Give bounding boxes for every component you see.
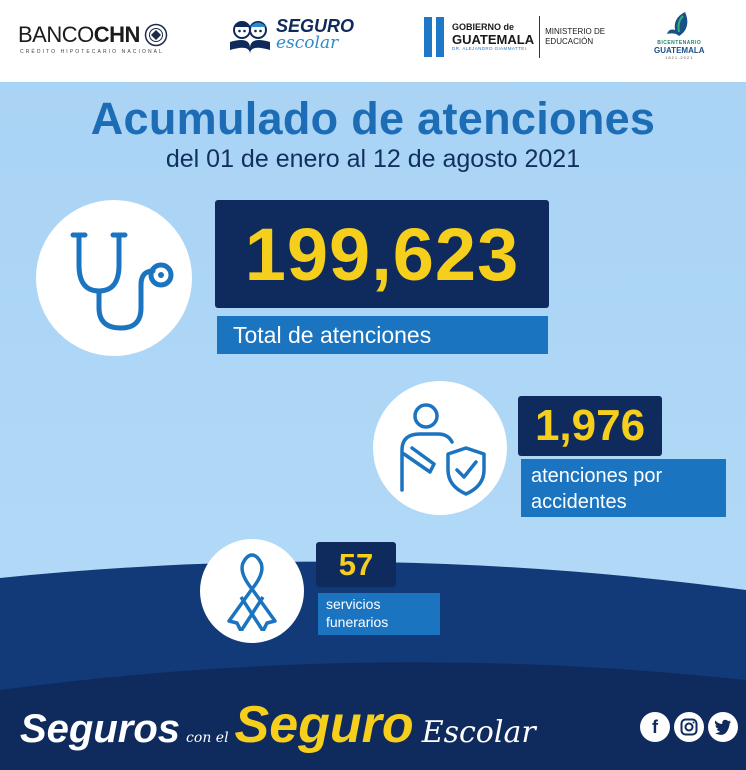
seguro-logo-line1: SEGURO [276, 15, 355, 36]
accidentes-label-line1: atenciones por [531, 465, 663, 487]
twitter-icon[interactable] [708, 712, 738, 742]
gobierno-line1: GOBIERNO de [452, 22, 515, 33]
social-links: f [640, 712, 738, 742]
ribbon-circle [200, 539, 304, 643]
students-book-icon [230, 21, 270, 54]
ribbon-icon [227, 553, 277, 631]
accidentes-circle [373, 381, 507, 515]
slogan-part4: Escolar [421, 715, 536, 750]
bicentenario-line2: GUATEMALA [654, 46, 705, 55]
gobierno-guatemala-logo: GOBIERNO de GUATEMALA DR. ALEJANDRO GIAM… [424, 16, 605, 58]
page-title: Acumulado de atenciones [90, 93, 656, 144]
footer-wave [0, 561, 746, 770]
slogan-part3: Seguro [234, 696, 414, 754]
gobierno-line3: DR. ALEJANDRO GIAMMATTEI [452, 45, 527, 51]
logo-divider [539, 16, 541, 58]
banco-subtitle: CRÉDITO HIPOTECARIO NACIONAL [20, 49, 164, 55]
flag-bars-icon [424, 17, 444, 57]
bicentenario-logo: BICENTENARIO GUATEMALA 1821-2021 [654, 8, 705, 60]
ministerio-line1: MINISTERIO DE [545, 27, 606, 36]
accidentes-value: 1,976 [518, 396, 662, 456]
banco-name-part1: BANCO [18, 22, 94, 47]
banco-seal-icon [144, 23, 168, 47]
seguro-logo-line2: escolar [276, 32, 339, 53]
logo-header: BANCOCHN CRÉDITO HIPOTECARIO NACIONAL SE… [0, 0, 746, 82]
funerarios-label: servicios funerarios [318, 593, 440, 635]
total-atenciones-label: Total de atenciones [217, 316, 548, 354]
gobierno-line2: GUATEMALA [452, 31, 535, 47]
slogan-part1: Seguros [20, 707, 181, 751]
bicentenario-line1: BICENTENARIO [657, 40, 702, 46]
stethoscope-icon [70, 232, 174, 331]
accidentes-label-line2: accidentes [531, 491, 627, 513]
stethoscope-circle [36, 200, 192, 356]
banco-chn-logo: BANCOCHN CRÉDITO HIPOTECARIO NACIONAL [18, 22, 168, 55]
bicentenario-line3: 1821-2021 [665, 55, 694, 60]
slogan-part2: con el [186, 730, 229, 746]
page-subtitle: del 01 de enero al 12 de agosto 2021 [165, 145, 581, 173]
facebook-icon[interactable]: f [640, 712, 670, 742]
funerarios-label-line1: servicios [326, 596, 381, 612]
funerarios-value: 57 [316, 542, 396, 587]
injured-person-shield-icon [400, 403, 486, 496]
footer-slogan: Seguros con el Seguro Escolar [20, 695, 536, 755]
banco-name-part2: CHN [93, 22, 141, 47]
ministerio-line2: EDUCACIÓN [545, 37, 594, 46]
quetzal-bird-icon [667, 12, 688, 36]
funerarios-label-line2: funerarios [326, 614, 389, 630]
accidentes-label: atenciones por accidentes [521, 459, 726, 517]
total-atenciones-value: 199,623 [215, 200, 549, 308]
seguro-escolar-logo: SEGURO escolar [228, 12, 354, 56]
instagram-icon[interactable] [674, 712, 704, 742]
